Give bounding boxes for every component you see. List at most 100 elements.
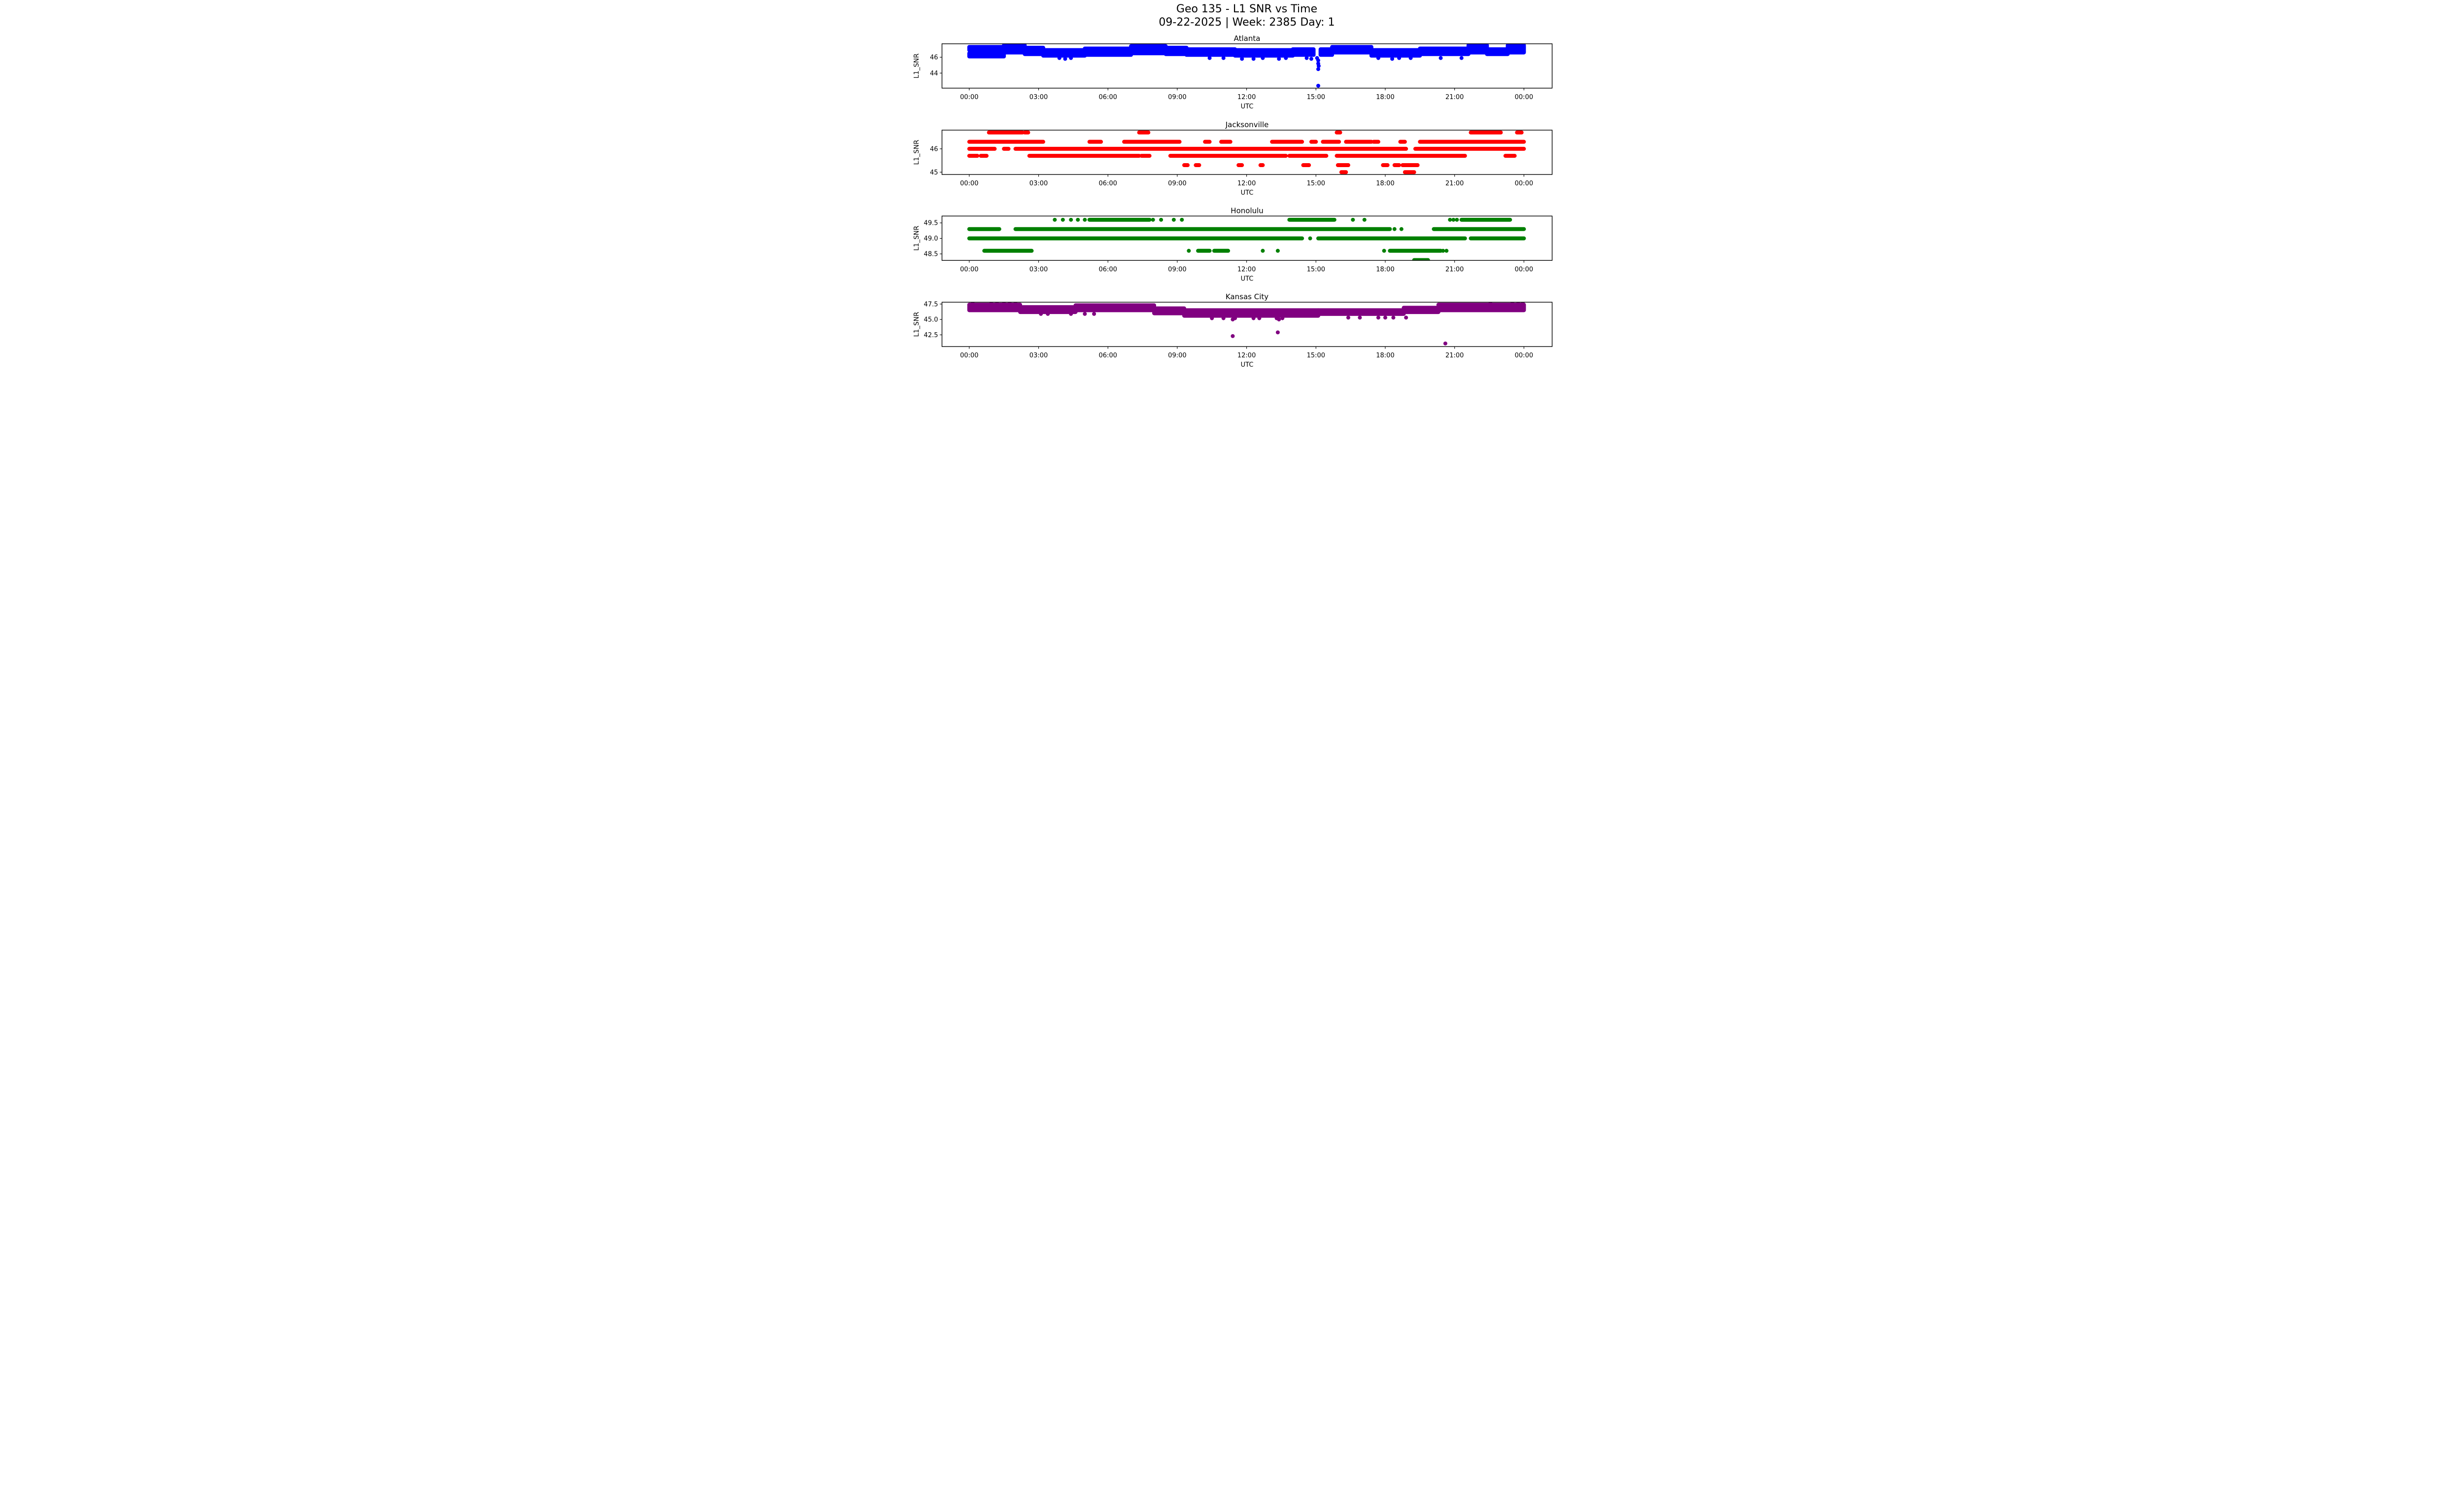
scatter-point: [1516, 302, 1520, 306]
x-tick-label: 03:00: [1029, 94, 1048, 101]
scatter-point: [1448, 217, 1452, 222]
x-tick-label: 03:00: [1029, 180, 1048, 187]
scatter-point: [1275, 248, 1280, 253]
scatter-point: [1180, 217, 1184, 222]
scatter-point: [1316, 64, 1321, 68]
plots-canvas: Atlanta 46 44 L1_SNR 00:00 03:00 06:00 09:00 12:…: [913, 34, 1553, 369]
scatter-layer: [967, 302, 1526, 346]
scatter-point: [1251, 57, 1256, 61]
x-axis-label: UTC: [1241, 361, 1254, 369]
scatter-point: [1210, 316, 1214, 320]
subplot-title: Atlanta: [1234, 34, 1261, 43]
x-tick-label: 12:00: [1237, 180, 1256, 187]
y-tick-label: 49.0: [924, 235, 938, 243]
x-tick-label: 21:00: [1445, 94, 1464, 101]
scatter-point: [1397, 56, 1402, 60]
scatter-point: [1521, 302, 1525, 306]
scatter-point: [1438, 56, 1443, 60]
x-tick-label: 18:00: [1376, 352, 1394, 359]
subplot-title: Kansas City: [1226, 292, 1268, 301]
x-axis-label: UTC: [1241, 275, 1254, 282]
x-axis-label: UTC: [1241, 103, 1254, 110]
x-tick-label: 09:00: [1168, 94, 1186, 101]
x-tick-label: 15:00: [1307, 180, 1325, 187]
x-tick-label: 18:00: [1376, 94, 1394, 101]
x-tick-label: 09:00: [1168, 180, 1186, 187]
scatter-layer: [967, 43, 1526, 88]
scatter-point: [1308, 236, 1312, 241]
scatter-point: [1007, 302, 1012, 306]
scatter-point: [1083, 217, 1087, 222]
plot-area: [942, 130, 1552, 174]
y-tick-label: 48.5: [924, 251, 938, 258]
scatter-point: [1076, 217, 1080, 222]
scatter-point: [1376, 315, 1380, 320]
scatter-point: [1404, 315, 1408, 320]
scatter-point: [1304, 56, 1309, 60]
x-tick-label: 00:00: [1515, 266, 1533, 273]
subplot-kansas-city: Kansas City 47.5 45.0 42.5L1_SNR 00:00 03:00 0…: [913, 292, 1553, 369]
y-tick-label: 46: [930, 145, 938, 153]
figure-subtitle: 09-22-2025 | Week: 2385 Day: 1: [1159, 16, 1335, 29]
x-tick-label: 21:00: [1445, 180, 1464, 187]
y-tick-label: 42.5: [924, 332, 938, 339]
scatter-point: [1399, 227, 1403, 231]
axes-spines: [941, 130, 1553, 175]
scatter-point: [1351, 217, 1355, 222]
scatter-point: [1240, 57, 1244, 61]
scatter-point: [1362, 217, 1367, 222]
x-tick-label: 00:00: [960, 352, 978, 359]
scatter-point: [1002, 302, 1006, 306]
y-tick-label: 49.5: [924, 220, 938, 227]
scatter-point: [1092, 312, 1096, 316]
scatter-point: [1057, 56, 1061, 60]
subplot-atlanta: Atlanta 46 44 L1_SNR 00:00 03:00 06:00 09:00 12:…: [913, 34, 1553, 110]
scatter-layer: [967, 130, 1526, 174]
scatter-layer: [967, 217, 1526, 261]
scatter-point: [1316, 58, 1320, 63]
x-tick-label: 00:00: [1515, 352, 1533, 359]
scatter-point: [1443, 341, 1447, 346]
scatter-point: [1069, 312, 1073, 316]
x-tick-label: 09:00: [1168, 352, 1186, 359]
scatter-point: [1383, 315, 1387, 320]
x-tick-label: 06:00: [1098, 266, 1117, 273]
x-tick-label: 12:00: [1237, 352, 1256, 359]
x-tick-label: 00:00: [1515, 180, 1533, 187]
x-tick-label: 06:00: [1098, 94, 1117, 101]
scatter-point: [995, 302, 999, 306]
x-tick-label: 21:00: [1445, 266, 1464, 273]
scatter-point: [1277, 317, 1281, 322]
scatter-point: [1284, 56, 1288, 60]
y-tick-label: 47.5: [924, 301, 938, 308]
scatter-point: [1261, 56, 1265, 60]
scatter-point: [1510, 302, 1514, 306]
scatter-point: [1013, 302, 1018, 306]
scatter-point: [970, 302, 975, 306]
y-axis-label: L1_SNR: [913, 140, 921, 165]
y-tick-label: 46: [930, 54, 938, 62]
scatter-point: [1358, 315, 1362, 320]
scatter-point: [1039, 312, 1043, 316]
scatter-point: [1392, 227, 1397, 231]
y-tick-label: 45.0: [924, 316, 938, 324]
x-axis-label: UTC: [1241, 189, 1254, 197]
x-tick-label: 18:00: [1376, 266, 1394, 273]
scatter-point: [1455, 217, 1459, 222]
y-axis-label: L1_SNR: [913, 226, 921, 251]
scatter-point: [1275, 330, 1280, 335]
scatter-point: [1069, 56, 1073, 60]
scatter-point: [1382, 248, 1386, 253]
x-tick-label: 09:00: [1168, 266, 1186, 273]
scatter-point: [1231, 317, 1235, 322]
x-tick-label: 15:00: [1307, 94, 1325, 101]
x-tick-label: 21:00: [1445, 352, 1464, 359]
x-tick-label: 12:00: [1237, 266, 1256, 273]
subplot-honolulu: Honolulu 49.5 49.0 48.5L1_SNR 00:00 03:00 06:0…: [913, 206, 1553, 282]
scatter-point: [1171, 217, 1176, 222]
scatter-point: [1257, 316, 1262, 320]
scatter-point: [1221, 316, 1226, 320]
x-tick-label: 00:00: [960, 266, 978, 273]
x-tick-label: 00:00: [960, 94, 978, 101]
scatter-point: [1309, 57, 1313, 61]
